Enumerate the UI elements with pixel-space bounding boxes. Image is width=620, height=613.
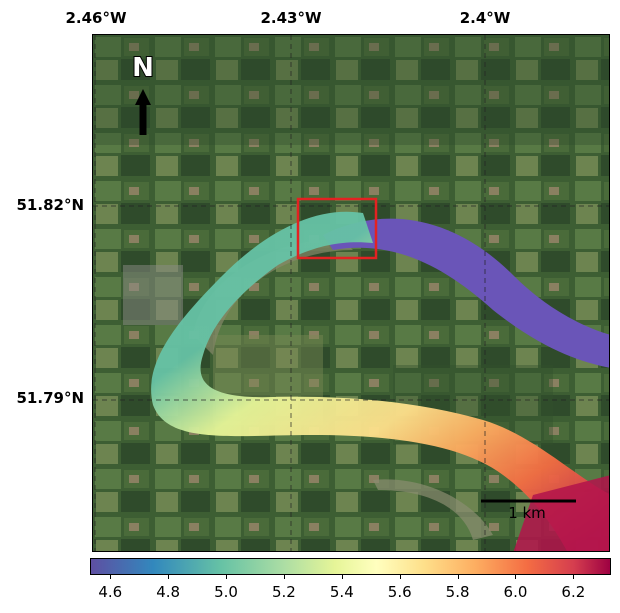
colorbar-tick [226,575,228,579]
satellite-map[interactable]: N 1 km [92,34,610,552]
north-label: N [132,53,154,83]
colorbar [90,558,611,575]
colorbar-tick-label: 4.8 [156,583,181,601]
town-area [123,265,183,325]
colorbar-tick-label: 5.8 [445,583,470,601]
colorbar-tick-label: 5.2 [271,583,296,601]
colorbar-tick [399,575,401,579]
colorbar-tick [457,575,459,579]
river-upstream [323,218,609,368]
colorbar-tick [341,575,343,579]
colorbar-tick [573,575,575,579]
colorbar-tick-label: 5.4 [329,583,354,601]
lon-label-3: 2.4°W [459,9,511,27]
lat-label-1: 51.82°N [16,196,85,214]
scale-label: 1 km [508,504,546,522]
lon-label-2: 2.43°W [260,9,322,27]
colorbar-tick-label: 4.6 [98,583,123,601]
north-arrow [135,89,151,135]
colorbar-tick-label: 5.6 [387,583,412,601]
colorbar-tick-label: 6.2 [561,583,586,601]
colorbar-tick-label: 5.0 [214,583,238,601]
lon-label-1: 2.46°W [65,9,127,27]
colorbar-tick [168,575,170,579]
highlight-box [296,197,378,260]
colorbar-tick [283,575,285,579]
map-svg: N 1 km [93,35,609,551]
colorbar-tick [515,575,517,579]
river-data-band [151,211,609,551]
lat-label-2: 51.79°N [16,389,85,407]
colorbar-tick-label: 6.0 [503,583,528,601]
colorbar-tick [110,575,112,579]
